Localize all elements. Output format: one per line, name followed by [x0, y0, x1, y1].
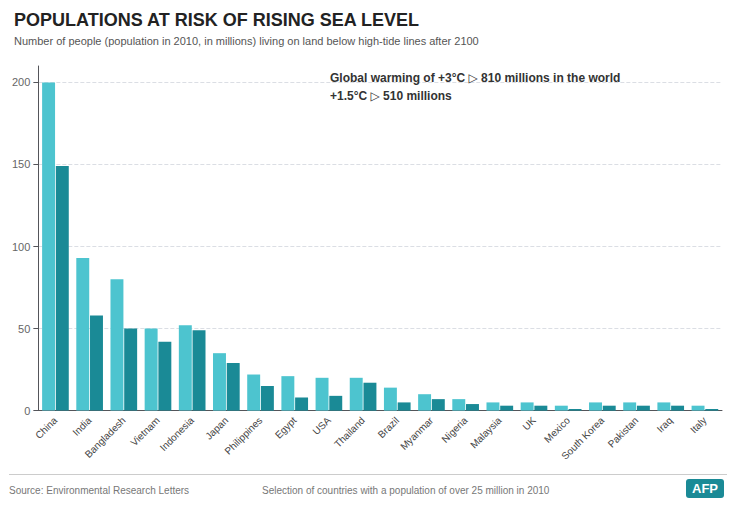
svg-text:Japan: Japan	[203, 415, 230, 442]
svg-text:Selection of countries with a: Selection of countries with a population…	[262, 485, 550, 496]
svg-text:50: 50	[18, 323, 30, 335]
svg-text:Thailand: Thailand	[332, 415, 367, 450]
svg-text:Source: Environmental Research: Source: Environmental Research Letters	[9, 485, 189, 496]
svg-text:+1.5°C ▷ 510 millions: +1.5°C ▷ 510 millions	[330, 89, 452, 103]
svg-text:USA: USA	[310, 414, 333, 437]
svg-text:Italy: Italy	[688, 415, 709, 436]
svg-text:Myanmar: Myanmar	[398, 414, 436, 452]
svg-text:Philippines: Philippines	[222, 415, 264, 457]
svg-text:Mexico: Mexico	[542, 414, 572, 444]
svg-text:Number of people (population i: Number of people (population in 2010, in…	[14, 35, 479, 47]
svg-text:Brazil: Brazil	[376, 415, 401, 440]
svg-text:Indonesia: Indonesia	[158, 414, 197, 453]
svg-text:Iraq: Iraq	[655, 415, 675, 435]
svg-text:150: 150	[12, 158, 30, 170]
svg-text:UK: UK	[520, 414, 538, 432]
svg-text:0: 0	[24, 405, 30, 417]
svg-text:Bangladesh: Bangladesh	[83, 415, 128, 460]
svg-text:China: China	[33, 414, 60, 441]
svg-text:AFP: AFP	[692, 481, 718, 496]
svg-text:Vietnam: Vietnam	[128, 415, 162, 449]
svg-text:Nigeria: Nigeria	[439, 414, 469, 444]
svg-text:200: 200	[12, 76, 30, 88]
svg-text:POPULATIONS AT RISK OF RISING: POPULATIONS AT RISK OF RISING SEA LEVEL	[14, 10, 419, 30]
svg-text:India: India	[70, 414, 93, 437]
svg-text:Egypt: Egypt	[273, 415, 299, 441]
svg-text:Global warming of +3°C ▷ 810 m: Global warming of +3°C ▷ 810 millions in…	[330, 71, 620, 85]
svg-text:South Korea: South Korea	[559, 414, 606, 461]
svg-text:Pakistan: Pakistan	[606, 415, 641, 450]
svg-text:100: 100	[12, 241, 30, 253]
svg-text:Malaysia: Malaysia	[468, 414, 504, 450]
